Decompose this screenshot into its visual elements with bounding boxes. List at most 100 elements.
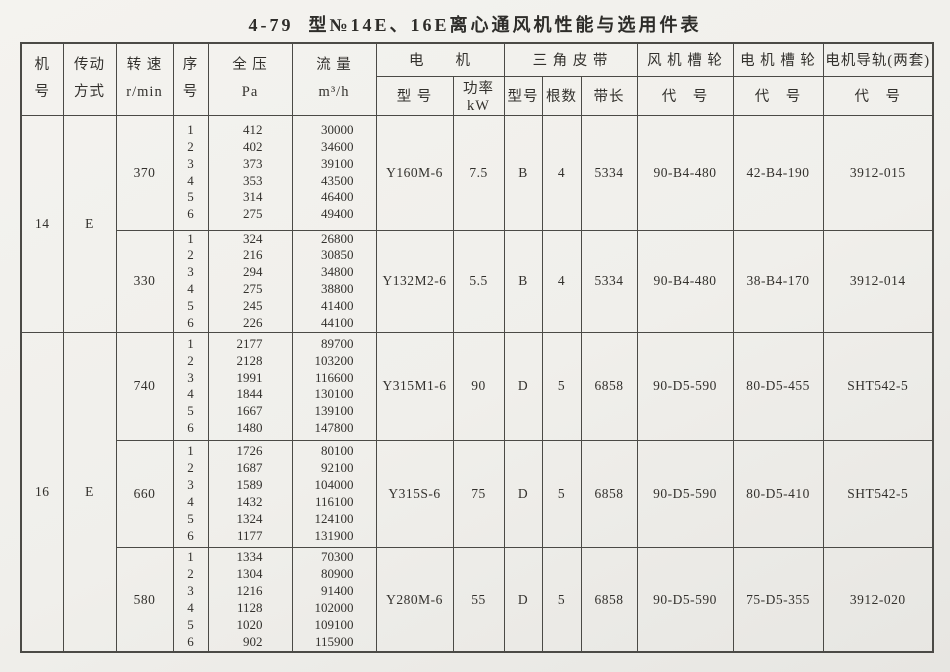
belt-model-cell: D: [503, 331, 543, 441]
pressure-value: 1324: [236, 510, 263, 526]
belt-length-cell: 6858: [580, 546, 638, 653]
motor-power-cell: 5.5: [452, 229, 505, 333]
seq-value: 4: [187, 386, 194, 402]
flow-value: 109100: [314, 616, 354, 632]
pressure-value: 1432: [236, 493, 263, 509]
seq-value: 3: [187, 369, 194, 385]
belt-length-cell: 6858: [580, 439, 638, 548]
seq-value: 5: [187, 510, 194, 526]
flow-value: 41400: [321, 298, 354, 314]
pressure-value: 275: [243, 206, 263, 222]
rpm-cell: 370: [115, 114, 174, 231]
pressure-values: 1334 1304 1216 1128 1020 902: [207, 546, 293, 653]
seq-value: 1: [187, 230, 194, 246]
seq-value: 2: [187, 565, 194, 581]
seq-value: 6: [187, 315, 194, 331]
seq-value: 3: [187, 477, 194, 493]
seq-value: 3: [187, 264, 194, 280]
pressure-value: 902: [243, 633, 263, 649]
rpm-cell: 660: [115, 439, 174, 548]
pressure-value: 2177: [236, 335, 263, 351]
flow-value: 124100: [314, 510, 354, 526]
header-drive-mode: 传动 方式: [62, 42, 117, 116]
machine-no-cell: 16: [20, 331, 64, 653]
pressure-value: 2128: [236, 352, 263, 368]
flow-value: 46400: [321, 189, 354, 205]
rpm-cell: 740: [115, 331, 174, 441]
seq-value: 4: [187, 599, 194, 615]
flow-value: 80100: [321, 443, 354, 459]
seq-value: 5: [187, 616, 194, 632]
pressure-values: 1726 1687 1589 1432 1324 1177: [207, 439, 293, 548]
fan-pulley-cell: 90-D5-590: [636, 546, 734, 653]
header-pressure-line1: 全 压: [232, 57, 268, 74]
pressure-values: 412 402 373 353 314 275: [207, 114, 293, 231]
seq-value: 2: [187, 460, 194, 476]
header-motor-pulley-code: 代 号: [732, 75, 824, 116]
motor-model-cell: Y280M-6: [375, 546, 454, 653]
header-machine-no-line1: 机: [34, 57, 50, 74]
header-flow-line2: m³/h: [318, 84, 350, 101]
belt-count-cell: 5: [541, 331, 582, 441]
seq-value: 5: [187, 189, 194, 205]
fan-pulley-cell: 90-B4-480: [636, 229, 734, 333]
motor-pulley-cell: 38-B4-170: [732, 229, 824, 333]
header-motor-model: 型 号: [375, 75, 454, 116]
header-motor-pulley-group: 电 机 槽 轮: [732, 42, 824, 77]
header-fan-pulley-group: 风 机 槽 轮: [636, 42, 734, 77]
flow-values: 30000 34600 39100 43500 46400 49400: [291, 114, 377, 231]
flow-value: 139100: [314, 403, 354, 419]
flow-value: 103200: [314, 352, 354, 368]
header-seq-line1: 序: [182, 57, 199, 74]
seq-value: 2: [187, 352, 194, 368]
drive-mode-cell: E: [62, 331, 117, 653]
pressure-value: 1844: [236, 386, 263, 402]
belt-count-cell: 4: [541, 229, 582, 333]
fan-pulley-cell: 90-B4-480: [636, 114, 734, 231]
fan-spec-table: 机 号 传动 方式 转 速 r/min 序 号 全 压 Pa 流 量 m³/h: [20, 42, 934, 654]
motor-model-cell: Y132M2-6: [375, 229, 454, 333]
pressure-value: 1020: [236, 616, 263, 632]
motor-power-cell: 90: [452, 331, 505, 441]
flow-values: 70300 80900 91400 102000 109100 115900: [291, 546, 377, 653]
seq-value: 2: [187, 247, 194, 263]
seq-value: 3: [187, 582, 194, 598]
flow-value: 116600: [314, 369, 354, 385]
seq-value: 3: [187, 155, 194, 171]
header-flow: 流 量 m³/h: [291, 42, 377, 116]
seq-value: 5: [187, 403, 194, 419]
rail-cell: SHT542-5: [822, 331, 934, 441]
header-drive-mode-line2: 方式: [74, 84, 105, 101]
rpm-cell: 330: [115, 229, 174, 333]
pressure-value: 1128: [236, 599, 263, 615]
rail-cell: 3912-015: [822, 114, 934, 231]
flow-value: 49400: [321, 206, 354, 222]
header-motor-group: 电 机: [375, 42, 505, 77]
motor-pulley-cell: 80-D5-410: [732, 439, 824, 548]
belt-model-cell: B: [503, 114, 543, 231]
flow-value: 147800: [314, 420, 354, 436]
pressure-value: 1589: [236, 477, 263, 493]
flow-value: 80900: [321, 565, 354, 581]
seq-value: 1: [187, 548, 194, 564]
flow-value: 116100: [314, 493, 354, 509]
pressure-value: 226: [243, 315, 263, 331]
flow-value: 30000: [321, 121, 354, 137]
header-motor-power: 功率 kW: [452, 75, 505, 116]
seq-value: 1: [187, 335, 194, 351]
belt-model-cell: D: [503, 439, 543, 548]
motor-model-cell: Y315S-6: [375, 439, 454, 548]
pressure-value: 402: [243, 138, 263, 154]
header-rail-group: 电机导轨(两套): [822, 42, 934, 77]
seq-value: 1: [187, 443, 194, 459]
header-belt-group: 三 角 皮 带: [503, 42, 638, 77]
belt-count-cell: 5: [541, 439, 582, 548]
rail-cell: 3912-014: [822, 229, 934, 333]
pressure-value: 1480: [236, 420, 263, 436]
pressure-value: 324: [243, 230, 263, 246]
pressure-value: 216: [243, 247, 263, 263]
